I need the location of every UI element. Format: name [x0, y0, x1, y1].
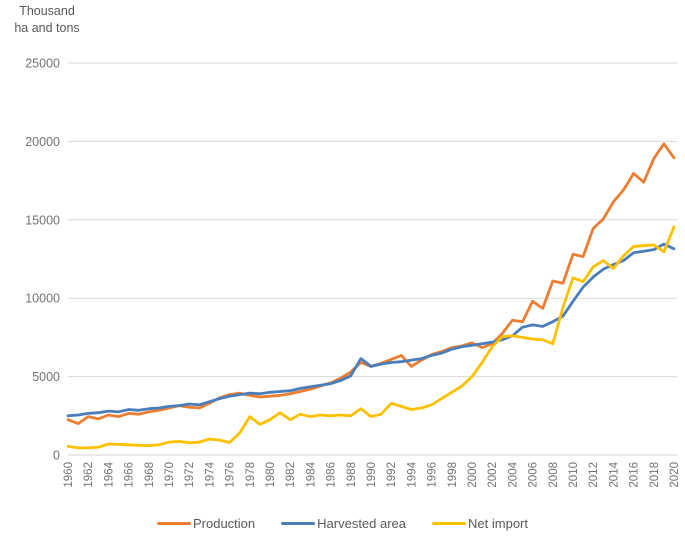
- x-axis-tick-label: 1962: [83, 462, 95, 488]
- x-axis-tick-label: 2010: [568, 462, 580, 488]
- x-axis-tick-label: 1986: [326, 462, 338, 488]
- x-axis-tick-label: 2000: [467, 462, 479, 488]
- x-axis-tick-label: 2004: [507, 461, 519, 487]
- x-axis-tick-label: 1980: [265, 462, 277, 488]
- harvested-area-line: [66, 242, 676, 418]
- x-axis-tick-label: 1988: [346, 462, 358, 488]
- y-axis-tick-label: 25000: [25, 57, 60, 71]
- x-axis-tick-label: 1968: [144, 462, 156, 488]
- x-axis-tick-label: 2014: [608, 461, 620, 487]
- y-axis-title-line2: ha and tons: [14, 21, 80, 35]
- x-axis-tick-label: 1982: [285, 462, 297, 488]
- legend-label-production: Production: [192, 515, 256, 531]
- y-axis-tick-label: 0: [53, 449, 60, 463]
- x-axis-tick-label: 2016: [629, 462, 641, 488]
- x-axis-tick-label: 1974: [204, 461, 216, 487]
- x-axis-tick-label: 1966: [124, 462, 136, 488]
- harvested-area-line-swatch: [281, 521, 316, 525]
- x-axis-tick-label: 1970: [164, 462, 176, 488]
- x-axis-tick-label: 1964: [103, 461, 115, 487]
- x-axis-tick-label: 2018: [649, 462, 661, 488]
- y-axis-title-line1: Thousand: [19, 4, 75, 18]
- x-axis-tick-label: 1992: [386, 462, 398, 488]
- x-axis-tick-label: 1990: [366, 462, 378, 488]
- x-axis-tick-label: 1972: [184, 462, 196, 488]
- x-axis-tick-label: 2008: [548, 462, 560, 488]
- x-axis-tick-label: 1976: [225, 462, 237, 488]
- legend-label-net-import: Net import: [468, 515, 528, 531]
- x-axis-tick-label: 2012: [588, 462, 600, 488]
- y-axis-tick-label: 20000: [25, 135, 60, 149]
- y-axis-title: Thousand ha and tons: [0, 3, 94, 37]
- net-import-line: [66, 225, 676, 450]
- legend-label-harvested-area: Harvested area: [317, 515, 407, 531]
- x-axis-tick-label: 1998: [447, 462, 459, 488]
- legend-item-net-import: Net import: [432, 516, 528, 531]
- x-axis-tick-label: 2002: [487, 462, 499, 488]
- x-axis-tick-label: 1996: [427, 462, 439, 488]
- x-axis-tick-label: 2006: [528, 462, 540, 488]
- legend-item-production: Production: [156, 515, 256, 531]
- x-axis-tick-label: 2020: [669, 462, 681, 488]
- y-axis-tick-label: 15000: [25, 213, 60, 227]
- line-chart-plot: 0 5000 10000 15000 20000 25000 1960 1962 1964 196…: [25, 57, 681, 488]
- x-axis-tick-label: 1960: [63, 462, 75, 488]
- x-axis-tick-label: 1994: [406, 461, 418, 487]
- chart-legend: Production Harvested area Net import: [0, 511, 685, 535]
- y-axis-tick-label: 5000: [32, 370, 60, 384]
- production-line-swatch: [156, 521, 191, 525]
- x-axis-tick-label: 1978: [245, 462, 257, 488]
- x-axis-tick-label: 1984: [305, 461, 317, 487]
- production-line: [66, 142, 676, 426]
- y-axis-tick-label: 10000: [25, 292, 60, 306]
- net-import-line-swatch: [432, 521, 467, 525]
- legend-item-harvested-area: Harvested area: [281, 516, 406, 531]
